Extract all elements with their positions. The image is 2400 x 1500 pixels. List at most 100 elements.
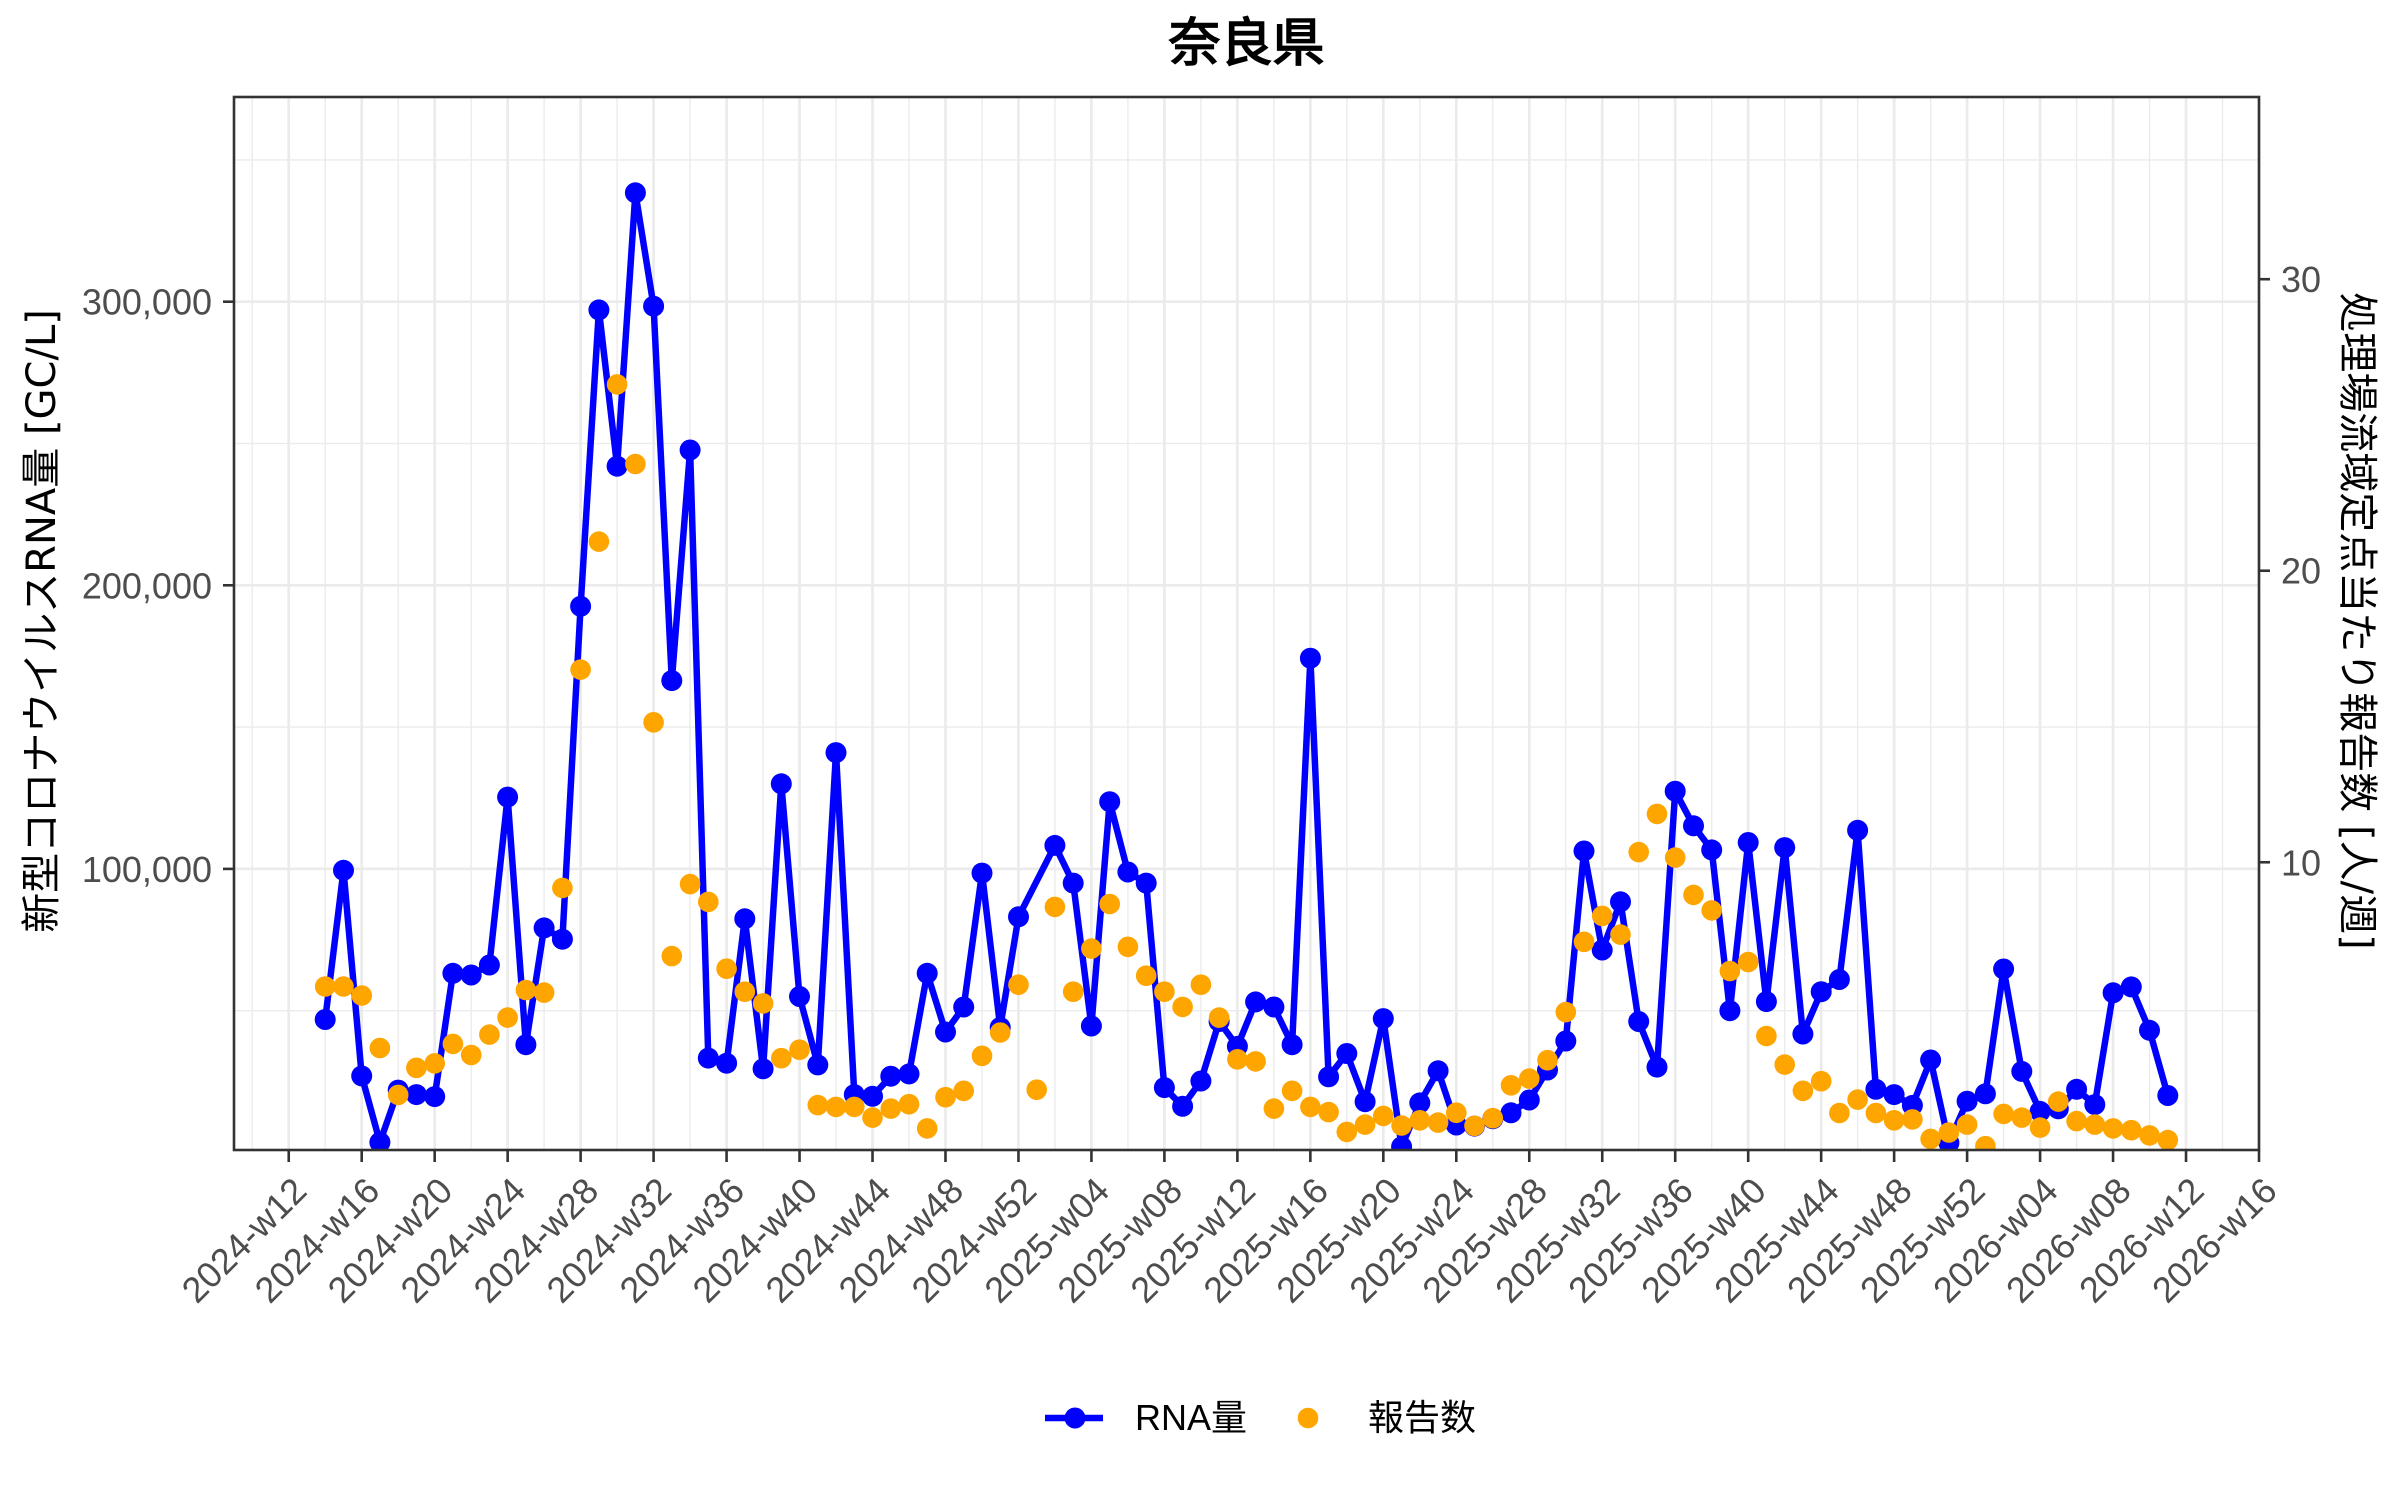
rna-point (898, 1063, 920, 1085)
report-point (989, 1022, 1011, 1043)
report-point (1117, 936, 1139, 958)
report-point (1701, 900, 1722, 921)
report-point (1263, 1098, 1285, 1119)
report-point (588, 531, 610, 552)
rna-point (1591, 939, 1613, 961)
rna-point (2139, 1019, 2160, 1041)
rna-point (661, 670, 683, 692)
report-point (606, 374, 628, 395)
report-point (1354, 1114, 1376, 1135)
rna-point (880, 1065, 902, 1087)
rna-point (1044, 834, 1066, 856)
rna-point (1719, 1000, 1741, 1022)
report-point (2139, 1125, 2160, 1146)
report-point (387, 1084, 409, 1106)
rna-point (1865, 1078, 1887, 1100)
y-tick-label-left: 300,000 (82, 282, 212, 323)
report-point (1373, 1105, 1394, 1127)
rna-point (1518, 1089, 1540, 1111)
rna-point (1427, 1060, 1449, 1082)
rna-point (369, 1131, 391, 1150)
rna-point (1628, 1011, 1650, 1032)
rna-point (1500, 1102, 1522, 1124)
report-point (1227, 1049, 1248, 1070)
report-point (916, 1118, 938, 1139)
rna-point (971, 862, 993, 884)
report-point (1208, 1007, 1230, 1028)
report-point (2157, 1129, 2179, 1150)
legend: RNA量 報告数 (0, 1395, 2400, 1441)
report-point (953, 1080, 974, 1102)
report-point (1810, 1070, 1832, 1092)
report-point (643, 712, 664, 733)
rna-point (460, 964, 482, 986)
rna-point (1135, 872, 1157, 894)
report-point (1865, 1102, 1887, 1124)
data-layer (314, 182, 2179, 1150)
rna-point (1372, 1008, 1394, 1030)
report-point (752, 993, 774, 1014)
rna-point (734, 908, 756, 930)
legend-key-report-point-icon (1297, 1407, 1319, 1429)
report-point (825, 1096, 847, 1118)
report-point (2121, 1119, 2142, 1141)
rna-point (2102, 982, 2124, 1004)
rna-point (1336, 1043, 1358, 1064)
rna-point (1664, 780, 1686, 802)
rna-point (1117, 861, 1139, 883)
report-point (1300, 1096, 1321, 1118)
rna-point (2011, 1060, 2033, 1082)
report-point (1555, 1001, 1577, 1023)
rna-point (1610, 891, 1631, 913)
rna-point (1391, 1136, 1413, 1150)
rna-point (1080, 1015, 1102, 1037)
report-point (552, 877, 573, 899)
rna-point (643, 295, 665, 317)
report-point (515, 979, 537, 1001)
report-point (1792, 1080, 1814, 1102)
rna-point (424, 1086, 446, 1108)
report-point (1318, 1101, 1339, 1123)
rna-point (752, 1058, 774, 1080)
rna-point (606, 455, 628, 477)
chart-title: 奈良県 (1168, 14, 1325, 74)
report-point (1664, 847, 1686, 868)
rna-point (1847, 819, 1869, 841)
rna-point (1737, 832, 1759, 853)
rna-point (2084, 1094, 2106, 1116)
rna-point (1099, 791, 1121, 813)
report-point (1026, 1079, 1047, 1100)
report-point (351, 985, 373, 1006)
report-point (1446, 1102, 1467, 1123)
report-point (1920, 1128, 1941, 1150)
report-point (1756, 1025, 1777, 1047)
report-point (1154, 981, 1175, 1002)
report-point (1719, 960, 1741, 982)
report-point (789, 1039, 810, 1060)
rna-point (716, 1052, 738, 1074)
rna-point (1683, 815, 1704, 837)
report-point (1062, 981, 1084, 1002)
report-point (2011, 1107, 2033, 1128)
y-tick-label-right: 10 (2281, 842, 2321, 883)
report-point (679, 873, 701, 895)
report-point (1573, 931, 1595, 953)
rna-point (1774, 837, 1796, 859)
report-point (771, 1047, 792, 1069)
report-point (807, 1094, 829, 1116)
rna-point (1555, 1030, 1577, 1052)
rna-point (2157, 1085, 2179, 1106)
rna-point (551, 928, 573, 950)
report-point (1409, 1110, 1431, 1131)
report-point (479, 1024, 500, 1045)
report-point (1737, 951, 1759, 973)
rna-point (1354, 1091, 1376, 1113)
report-point (1938, 1122, 1960, 1143)
y-tick-label-left: 100,000 (82, 849, 212, 890)
report-point (424, 1053, 446, 1074)
report-point (1591, 905, 1613, 927)
rna-point (442, 962, 464, 984)
report-point (1975, 1135, 1996, 1150)
rna-point (1299, 647, 1321, 669)
